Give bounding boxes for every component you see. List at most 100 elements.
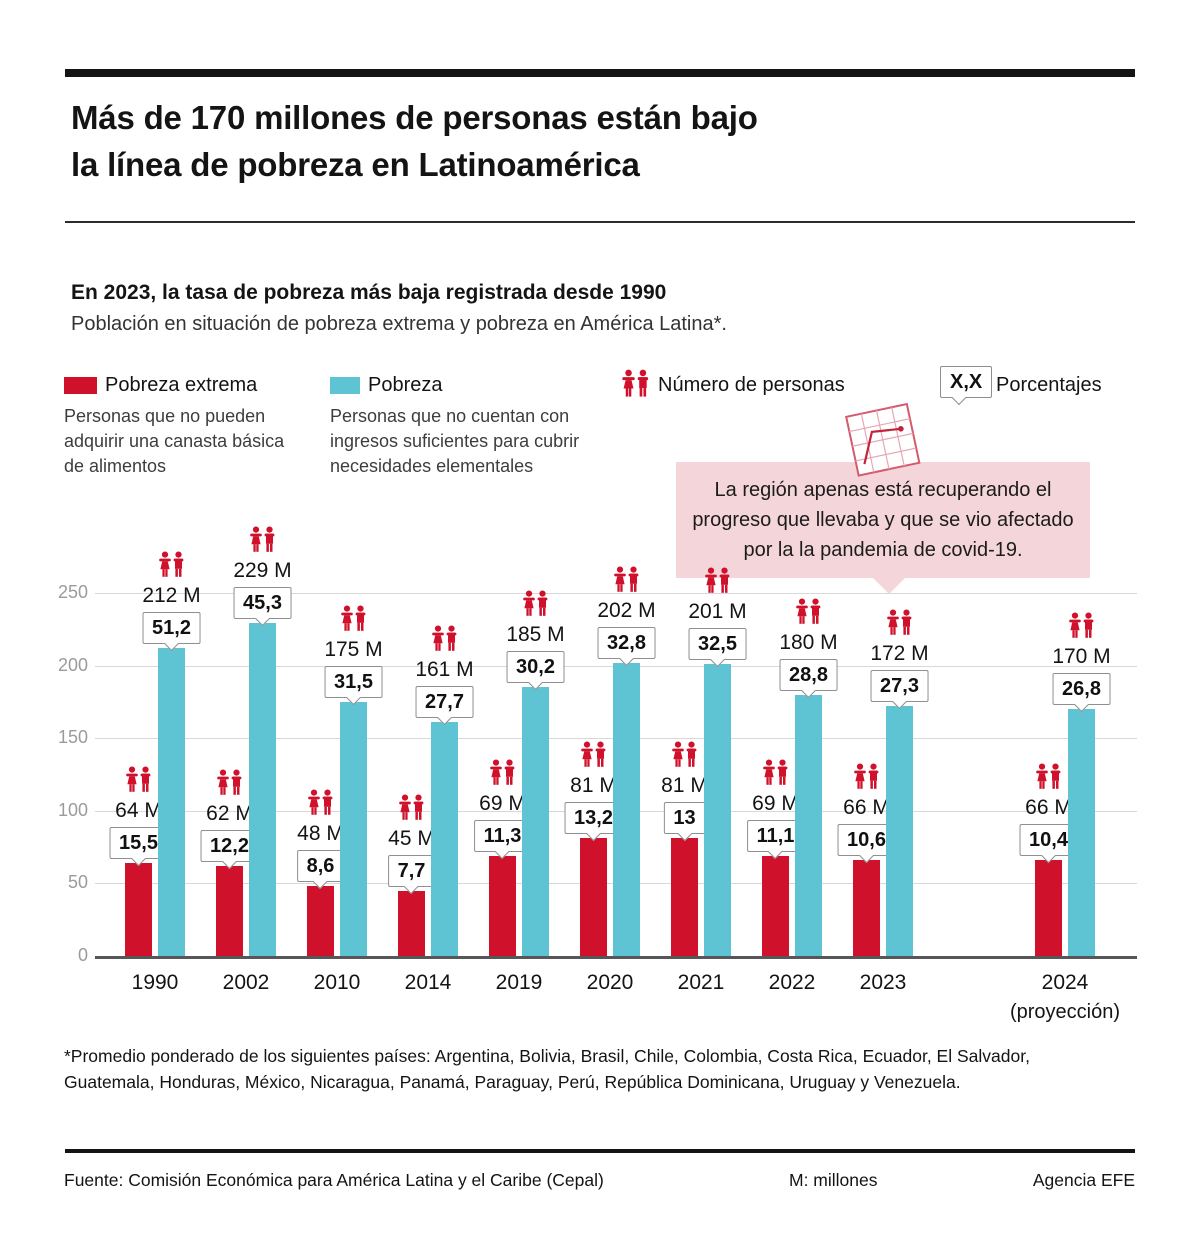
- x-axis-label-2022: 2022: [768, 971, 816, 994]
- millions-label-2014: 161 M: [415, 658, 474, 682]
- people-icon: [885, 609, 915, 637]
- people-icon: [488, 759, 518, 787]
- people-icon: [703, 567, 733, 595]
- bar-pobreza-2002: [249, 623, 276, 956]
- bar-pobreza-2014: [431, 722, 458, 956]
- chart-subheading: Población en situación de pobreza extrem…: [71, 313, 727, 335]
- top-rule: [65, 69, 1135, 77]
- trend-chart-icon: [832, 398, 932, 489]
- percent-box-2019: 11,3: [473, 819, 532, 852]
- people-icon: [852, 763, 882, 791]
- y-axis-label-200: 200: [57, 654, 88, 675]
- legend-label-pobreza-extrema: Pobreza extrema: [105, 374, 258, 396]
- millions-label-2010: 48 M: [297, 822, 344, 846]
- x-axis-line: [95, 956, 1137, 959]
- bar-pobreza-extrema-2022: [762, 855, 789, 956]
- bar-pobreza-2022: [795, 694, 822, 956]
- millions-label-2020: 202 M: [597, 598, 656, 622]
- percent-box-2024: 26,8: [1052, 673, 1111, 706]
- people-icon: [521, 590, 551, 618]
- bar-pobreza-extrema-2002: [216, 865, 243, 956]
- y-axis-label-0: 0: [77, 945, 88, 965]
- people-icon: [794, 598, 824, 626]
- bar-pobreza-2024: [1068, 709, 1095, 956]
- x-axis-label-2019: 2019: [495, 971, 543, 994]
- bar-pobreza-extrema-2010: [307, 886, 334, 956]
- y-axis-label-50: 50: [67, 872, 88, 893]
- chart-heading: En 2023, la tasa de pobreza más baja reg…: [71, 281, 667, 304]
- callout-pointer: [872, 577, 906, 594]
- x-axis-label-1990: 1990: [131, 971, 179, 994]
- millions-label-2022: 69 M: [752, 791, 799, 815]
- millions-label-2022: 180 M: [779, 630, 838, 654]
- percent-box-2019: 30,2: [506, 651, 565, 684]
- footer-rule: [65, 1149, 1135, 1153]
- millions-label-1990: 64 M: [115, 799, 162, 823]
- legend-swatch-pobreza: [330, 377, 360, 394]
- people-icon: [430, 625, 460, 653]
- bar-pobreza-extrema-2020: [580, 838, 607, 956]
- percent-box-2020: 32,8: [597, 626, 656, 659]
- percent-box-2010: 31,5: [324, 665, 383, 698]
- legend-label-numero-de-personas: Número de personas: [658, 374, 845, 396]
- bar-pobreza-extrema-2021: [671, 838, 698, 956]
- millions-label-2010: 175 M: [324, 637, 383, 661]
- legend-description-pobreza: Personas que no cuentan con ingresos suf…: [330, 406, 580, 476]
- bar-pobreza-extrema-2023: [853, 860, 880, 956]
- footer-unit-note: M: millones: [789, 1170, 878, 1190]
- percent-box-2022: 11,1: [746, 819, 805, 852]
- millions-label-2019: 69 M: [479, 791, 526, 815]
- x-axis-label-2021: 2021: [677, 971, 725, 994]
- millions-label-2024: 170 M: [1052, 645, 1111, 669]
- people-icon: [397, 794, 427, 822]
- people-icon: [761, 759, 791, 787]
- millions-label-2021: 201 M: [688, 600, 747, 624]
- x-axis-label-2010: 2010: [313, 971, 361, 994]
- legend-swatch-pobreza-extrema: [64, 377, 97, 394]
- people-icon: [157, 551, 187, 579]
- people-icon: [612, 566, 642, 594]
- millions-label-1990: 212 M: [142, 584, 201, 608]
- people-icon: [339, 605, 369, 633]
- footer-credit: Agencia EFE: [1032, 1170, 1135, 1190]
- percent-box-1990: 51,2: [142, 612, 201, 645]
- y-axis-label-150: 150: [57, 727, 88, 748]
- page-title-line2: la línea de pobreza en Latinoamérica: [71, 146, 640, 183]
- bar-pobreza-1990: [158, 648, 185, 956]
- callout-box: La región apenas está recuperando el pro…: [676, 462, 1090, 578]
- percent-box-2002: 45,3: [233, 587, 292, 620]
- millions-label-2020: 81 M: [570, 774, 617, 798]
- millions-label-2019: 185 M: [506, 623, 565, 647]
- people-icon: [620, 369, 652, 404]
- page-title-line1: Más de 170 millones de personas están ba…: [71, 99, 758, 136]
- footnote: *Promedio ponderado de los siguientes pa…: [64, 1046, 1030, 1092]
- y-axis-label-250: 250: [57, 582, 88, 602]
- people-icon: [670, 741, 700, 769]
- bar-pobreza-2019: [522, 687, 549, 956]
- people-icon: [248, 526, 278, 554]
- people-icon: [306, 789, 336, 817]
- millions-label-2002: 229 M: [233, 559, 292, 583]
- bar-pobreza-extrema-1990: [125, 863, 152, 956]
- bar-pobreza-extrema-2019: [489, 855, 516, 956]
- x-axis-label-2014: 2014: [404, 971, 452, 994]
- percent-box-2021: 13: [663, 802, 706, 835]
- percent-box-2014: 27,7: [415, 686, 474, 719]
- legend-label-porcentajes: Porcentajes: [996, 374, 1102, 396]
- millions-label-2023: 172 M: [870, 642, 929, 666]
- bar-pobreza-extrema-2014: [398, 890, 425, 956]
- people-icon: [215, 769, 245, 797]
- gridline-250: [95, 593, 1137, 594]
- bar-pobreza-extrema-2024: [1035, 860, 1062, 956]
- millions-label-2021: 81 M: [661, 774, 708, 798]
- people-icon: [1034, 763, 1064, 791]
- bar-pobreza-2020: [613, 662, 640, 956]
- percent-badge: X,X: [940, 366, 993, 398]
- people-icon: [1067, 612, 1097, 640]
- people-icon: [124, 766, 154, 794]
- percent-box-2023: 27,3: [870, 670, 929, 703]
- x-axis-label-2023: 2023: [859, 971, 907, 994]
- footer-source: Fuente: Comisión Económica para América …: [64, 1170, 604, 1190]
